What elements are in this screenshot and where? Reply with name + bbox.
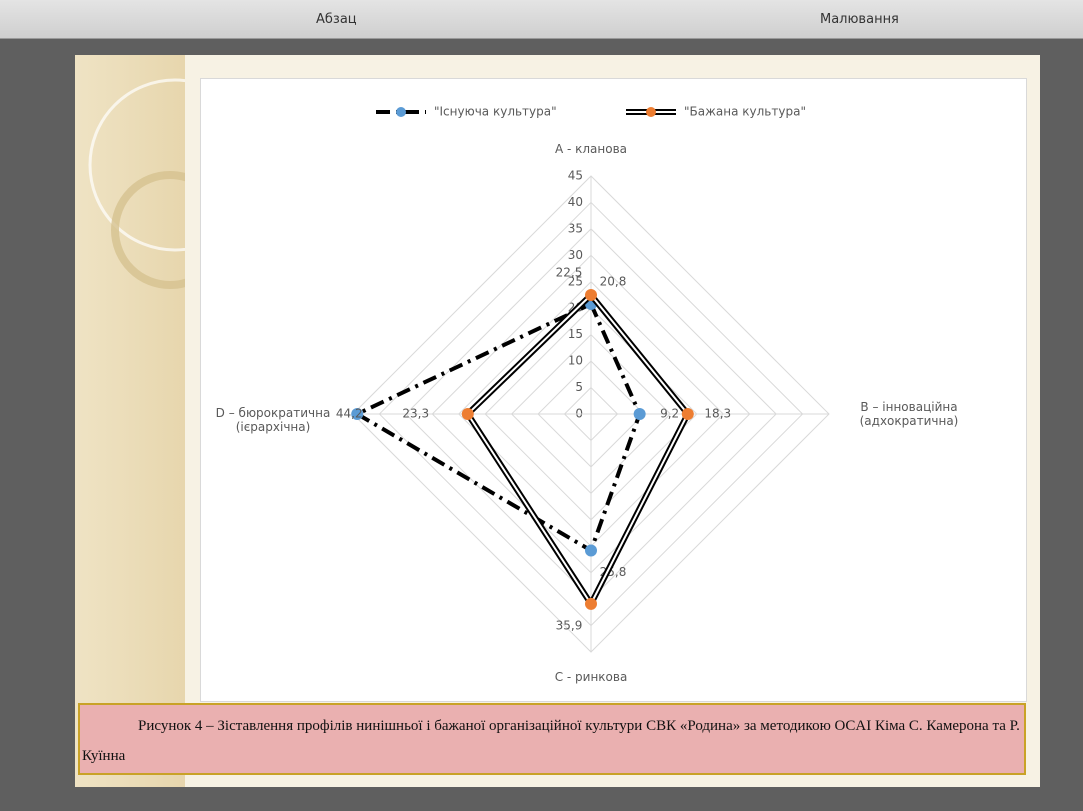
screen: Абзац Малювання 05101520253035404520,89,… [0, 0, 1083, 811]
data-point [682, 408, 694, 420]
ribbon-group[interactable]: Абзац [316, 12, 357, 27]
series-line [468, 295, 688, 604]
data-label: 9,2 [660, 407, 679, 421]
ribbon: Абзац Малювання [0, 0, 1083, 39]
data-label: 22,5 [556, 266, 583, 280]
data-point [585, 289, 597, 301]
chart: 05101520253035404520,89,225,844,2"Існуюч… [201, 79, 1026, 701]
ribbon-group[interactable]: Малювання [820, 12, 899, 27]
chart-area: 05101520253035404520,89,225,844,2"Існуюч… [200, 78, 1027, 702]
category-label: D – бюрократична (ієрархічна) [203, 406, 343, 434]
data-point [634, 408, 646, 420]
series-line [468, 295, 688, 604]
legend-label: "Бажана культура" [684, 105, 806, 119]
decoration-circles [75, 55, 185, 315]
data-point [585, 598, 597, 610]
slide-decoration [75, 55, 185, 787]
data-label: 23,3 [402, 407, 429, 421]
slide: 05101520253035404520,89,225,844,2"Існуюч… [75, 55, 1040, 787]
data-point [585, 544, 597, 556]
data-label: 35,9 [556, 618, 583, 632]
data-label: 20,8 [600, 274, 627, 288]
data-label: 18,3 [704, 407, 731, 421]
data-point [462, 408, 474, 420]
figure-caption: Рисунок 4 – Зіставлення профілів нинішнь… [78, 703, 1026, 775]
legend-label: "Існуюча культура" [434, 105, 557, 119]
legend-marker [396, 107, 406, 117]
r-tick-label: 5 [575, 380, 583, 394]
r-tick-label: 45 [568, 169, 583, 183]
category-label: В – інноваційна (адхократична) [839, 400, 979, 428]
category-label: С - ринкова [521, 670, 661, 684]
legend-marker [646, 107, 656, 117]
category-label: А - кланова [521, 142, 661, 156]
